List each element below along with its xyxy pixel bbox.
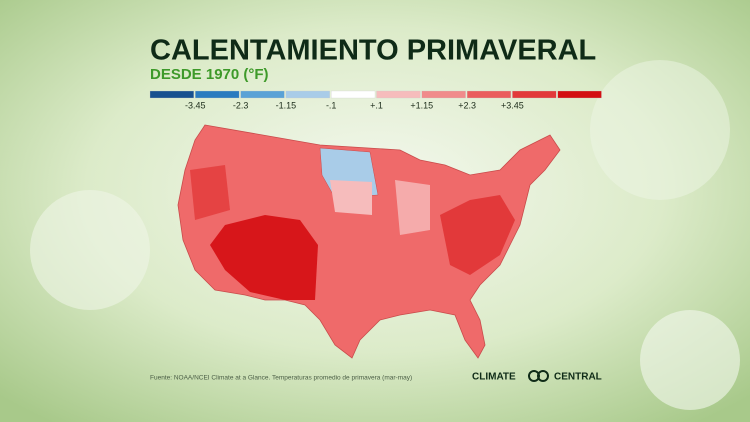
hot-southwest — [210, 215, 318, 300]
legend-swatch — [421, 90, 466, 99]
hot-east — [440, 195, 515, 275]
legend-swatch — [331, 90, 376, 99]
legend-label: +.1 — [370, 100, 383, 110]
legend-label: +2.3 — [458, 100, 476, 110]
legend-swatch — [195, 90, 240, 99]
logo-right: CENTRAL — [554, 372, 602, 383]
legend-label: -3.45 — [185, 100, 206, 110]
legend: -3.45 -2.3 -1.15 -.1 +.1 +1.15 +2.3 +3.45 — [149, 90, 602, 110]
bokeh — [640, 310, 740, 410]
legend-label: -.1 — [326, 100, 337, 110]
logo-ring — [537, 370, 549, 382]
mild-region — [330, 180, 372, 215]
legend-swatch — [557, 90, 602, 99]
logo-left: CLIMATE — [472, 372, 516, 383]
map — [177, 124, 561, 359]
legend-label: +3.45 — [501, 100, 524, 110]
legend-swatch — [285, 90, 330, 99]
us-outline — [177, 124, 561, 359]
title: CALENTAMIENTO PRIMAVERAL — [150, 35, 596, 67]
legend-swatch — [466, 90, 512, 99]
mild-midwest — [395, 180, 430, 235]
source: Fuente: NOAA/NCEI Climate at a Glance. T… — [150, 375, 412, 382]
legend-swatch — [240, 90, 285, 99]
bokeh — [30, 190, 150, 310]
bokeh — [590, 60, 730, 200]
legend-label: -2.3 — [233, 100, 249, 110]
hot-west — [190, 165, 230, 220]
subtitle: DESDE 1970 (°F) — [150, 66, 269, 83]
legend-swatch — [149, 90, 194, 99]
legend-swatch — [512, 90, 557, 99]
legend-label: -1.15 — [276, 100, 297, 110]
legend-label: +1.15 — [410, 100, 433, 110]
legend-swatch — [376, 90, 421, 99]
